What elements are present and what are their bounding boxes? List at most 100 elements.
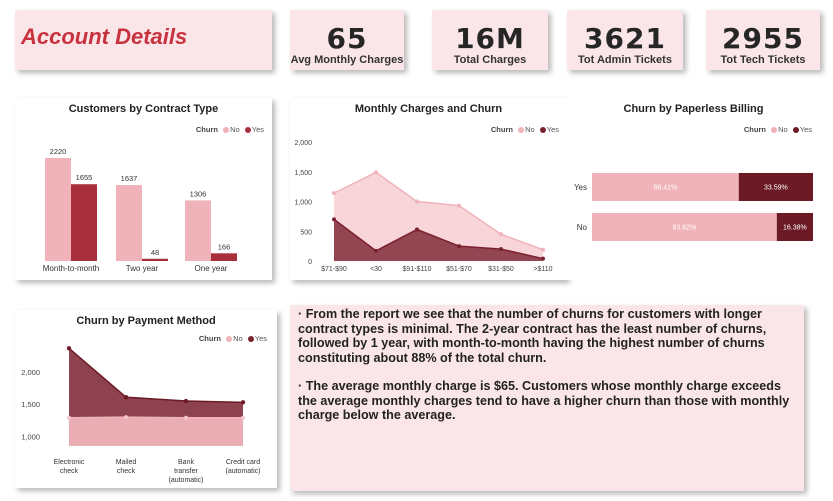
- y-tick-label: 1,500: [294, 170, 312, 177]
- data-label: 1655: [76, 173, 93, 182]
- bar-no: [592, 213, 777, 241]
- bar-yes: [142, 258, 168, 261]
- insight-paragraph-2: · The average monthly charge is $65. Cus…: [298, 379, 790, 422]
- y-tick-label: 2,000: [294, 140, 312, 147]
- chart-legend: Churn No Yes: [199, 334, 267, 343]
- legend-title: Churn: [195, 125, 218, 134]
- kpi-label: Tot Tech Tickets: [720, 54, 806, 66]
- legend-no-label: No: [233, 334, 243, 343]
- page-title: Account Details: [21, 24, 188, 49]
- chart-title: Monthly Charges and Churn: [354, 103, 503, 115]
- bar-yes: [211, 253, 237, 261]
- paperless-billing-chart[interactable]: Churn by Paperless Billing Churn No Yes …: [567, 98, 820, 280]
- kpi-label: Total Charges: [453, 54, 527, 66]
- kpi-value: 16M: [455, 22, 525, 55]
- legend-yes-label: Yes: [546, 125, 559, 134]
- data-label: 1637: [121, 174, 138, 183]
- x-tick-label: $71-$90: [321, 266, 347, 273]
- y-category-label: No: [577, 223, 588, 232]
- contract-type-plot: 2220 1655 Month-to-month 1637 48 Two year 1306…: [43, 147, 237, 273]
- bar-no: [592, 173, 739, 201]
- y-tick-label: 2,000: [21, 368, 40, 377]
- x-tick-label: transfer: [174, 468, 198, 475]
- x-tick-label: $51-$70: [446, 266, 472, 273]
- insight-1-text: From the report we see that the number o…: [298, 307, 767, 365]
- payment-method-chart[interactable]: Churn by Payment Method Churn No Yes 1,0…: [15, 310, 277, 488]
- y-category-label: Yes: [574, 183, 587, 192]
- data-point: [124, 415, 128, 420]
- data-point: [66, 346, 72, 351]
- area-no: [334, 172, 543, 261]
- legend-no-swatch: [223, 126, 230, 133]
- data-label: 166: [218, 242, 231, 251]
- area-no: [69, 417, 243, 446]
- y-tick-label: 1,000: [21, 432, 40, 441]
- x-tick-label: Credit card: [226, 459, 260, 466]
- data-point: [332, 217, 336, 222]
- y-tick-label: 500: [300, 229, 312, 236]
- data-point: [67, 415, 71, 420]
- bar-no: [116, 185, 142, 261]
- bar-no: [185, 200, 211, 261]
- monthly-charges-chart[interactable]: Monthly Charges and Churn Churn No Yes 0…: [290, 98, 567, 280]
- data-point: [541, 256, 545, 261]
- legend-yes-swatch: [247, 335, 254, 342]
- legend-title: Churn: [490, 125, 513, 134]
- kpi-value: 65: [326, 22, 368, 55]
- data-point: [499, 232, 503, 237]
- x-tick-label: check: [60, 468, 79, 475]
- series-line-no: [333, 171, 544, 251]
- legend-no-label: No: [230, 125, 240, 134]
- x-tick-label: Two year: [126, 264, 159, 273]
- data-label: 66.41%: [654, 185, 678, 192]
- x-tick-label: One year: [195, 264, 228, 273]
- kpi-card-tech-tickets[interactable]: 2955 Tot Tech Tickets: [706, 10, 820, 70]
- legend-no-label: No: [525, 125, 535, 134]
- data-label: 2220: [50, 147, 67, 156]
- x-tick-label: >$110: [533, 266, 552, 273]
- x-tick-label: (automatic): [225, 468, 260, 475]
- chart-legend: Churn No Yes: [744, 125, 812, 134]
- kpi-card-total-charges[interactable]: 16M Total Charges: [432, 10, 548, 70]
- kpi-card-admin-tickets[interactable]: 3621 Tot Admin Tickets: [567, 10, 683, 70]
- series-line-yes: [68, 347, 244, 404]
- data-label: 33.59%: [764, 185, 788, 192]
- legend-yes-label: Yes: [251, 125, 264, 134]
- bar-yes: [776, 213, 813, 241]
- data-point: [183, 398, 189, 404]
- bar-no: [45, 158, 71, 261]
- data-point: [415, 199, 419, 204]
- data-point: [184, 415, 188, 420]
- data-point: [499, 247, 503, 252]
- data-point: [241, 415, 245, 420]
- bar-yes: [71, 184, 97, 261]
- x-tick-label: $91-$110: [402, 266, 431, 273]
- data-point: [123, 394, 129, 400]
- data-label: 83.62%: [673, 225, 697, 232]
- kpi-value: 2955: [722, 22, 804, 55]
- chart-legend: Churn No Yes: [196, 125, 264, 134]
- series-line-no: [68, 416, 243, 419]
- x-tick-label: Bank: [178, 459, 194, 466]
- data-point: [457, 203, 461, 208]
- y-tick-label: 0: [308, 259, 312, 266]
- chart-legend: Churn No Yes: [491, 125, 559, 134]
- contract-type-chart[interactable]: Customers by Contract Type Churn No Yes …: [15, 98, 272, 280]
- legend-yes-label: Yes: [254, 334, 267, 343]
- x-tick-label: Month-to-month: [43, 264, 99, 273]
- legend-no-swatch: [518, 126, 525, 133]
- x-tick-label: Electronic: [54, 459, 85, 466]
- y-tick-label: 1,500: [21, 400, 40, 409]
- legend-no-swatch: [226, 335, 233, 342]
- chart-title: Churn by Payment Method: [76, 315, 216, 327]
- insight-paragraph-1: · From the report we see that the number…: [298, 307, 767, 365]
- data-point: [541, 247, 545, 252]
- kpi-value: 3621: [584, 22, 666, 55]
- area-yes: [334, 219, 543, 261]
- insight-2-text: The average monthly charge is $65. Custo…: [298, 379, 790, 422]
- x-tick-label: Mailed: [116, 459, 137, 466]
- insights-text: · From the report we see that the number…: [298, 307, 794, 437]
- legend-title: Churn: [198, 334, 221, 343]
- kpi-card-avg-monthly-charges[interactable]: 65 Avg Monthly Charges: [290, 10, 404, 70]
- legend-yes-swatch: [539, 126, 546, 133]
